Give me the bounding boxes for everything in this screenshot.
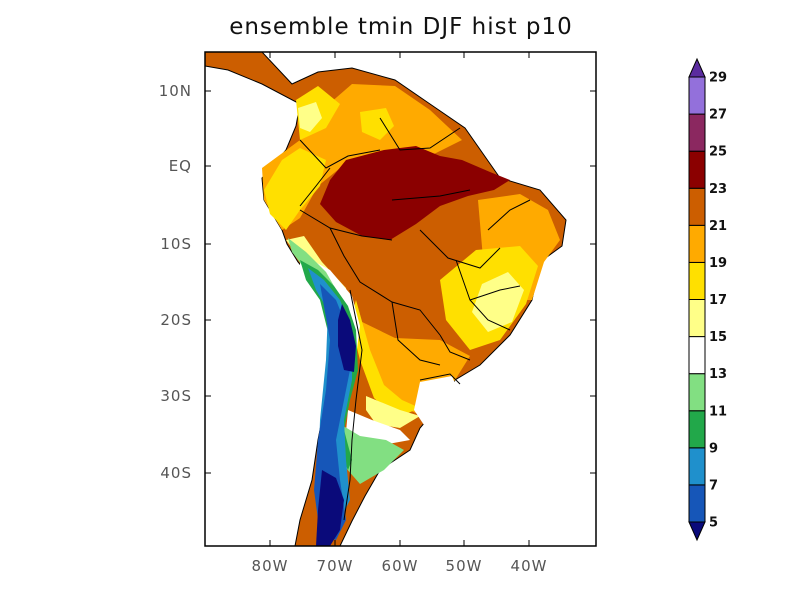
colorbar-box	[688, 261, 706, 300]
colorbar-arrow-high	[688, 57, 706, 78]
zone-navy-andes	[338, 304, 356, 372]
colorbar-tick-label: 21	[709, 219, 727, 234]
x-tick-label-80w: 80W	[252, 557, 289, 575]
colorbar-tick-label: 7	[709, 478, 718, 493]
y-tick-label-eq: EQ	[169, 157, 192, 175]
zone-yellow-colombia	[264, 148, 326, 230]
y-tick-label-10n: 10N	[159, 82, 192, 100]
colorbar-box	[688, 187, 706, 226]
colorbar-tick-label: 23	[709, 182, 727, 197]
y-tick-label-20s: 20S	[160, 311, 192, 329]
colorbar-box	[688, 410, 706, 449]
map-field	[205, 52, 567, 546]
colorbar-box	[688, 336, 706, 375]
colorbar-box	[688, 76, 706, 115]
country-borders	[299, 117, 531, 521]
zone-white-uruguay	[414, 376, 460, 428]
colorbar-tick-label: 17	[709, 293, 727, 308]
colorbar-box	[688, 484, 706, 523]
y-tick-label-10s: 10S	[160, 235, 192, 253]
y-tick-label-40s: 40S	[160, 464, 192, 482]
y-tick-label-30s: 30S	[160, 387, 192, 405]
colorbar-tick-label: 5	[709, 516, 718, 531]
map-title: ensemble tmin DJF hist p10	[229, 14, 573, 40]
colorbar-arrow-low	[688, 521, 706, 542]
colorbar-tick-label: 27	[709, 108, 727, 123]
colorbar-tick-label: 9	[709, 441, 718, 456]
x-axis-ticks	[269, 52, 530, 546]
colorbar-box	[688, 299, 706, 338]
zone-lightyellow-caribbean	[298, 102, 322, 132]
colorbar-box	[688, 150, 706, 189]
zone-yellow-argentina	[350, 300, 420, 418]
colorbar-box	[688, 373, 706, 412]
colorbar-tick-label: 19	[709, 256, 727, 271]
zone-lightyellow-pampas	[366, 396, 420, 428]
y-axis-ticks	[205, 90, 596, 474]
x-tick-label-60w: 60W	[382, 557, 419, 575]
zone-darkred-amazon	[320, 146, 510, 240]
zone-navy-patagonia	[316, 470, 344, 546]
x-tick-label-70w: 70W	[317, 557, 354, 575]
zone-yellow-venezuela	[360, 108, 394, 140]
zone-lightgreen-patagonia	[340, 424, 404, 484]
colorbar-tick-label: 13	[709, 367, 727, 382]
colorbar: 5 7 9 11 13 15 17 19 21 23 25 27 29	[688, 57, 727, 542]
colorbar-box	[688, 224, 706, 263]
colorbar-tick-label: 25	[709, 145, 727, 160]
x-tick-label-40w: 40W	[511, 557, 548, 575]
colorbar-tick-label: 29	[709, 71, 727, 86]
x-tick-label-50w: 50W	[446, 557, 483, 575]
colorbar-box	[688, 113, 706, 152]
colorbar-box	[688, 447, 706, 486]
colorbar-tick-label: 11	[709, 404, 727, 419]
colorbar-tick-label: 15	[709, 330, 727, 345]
